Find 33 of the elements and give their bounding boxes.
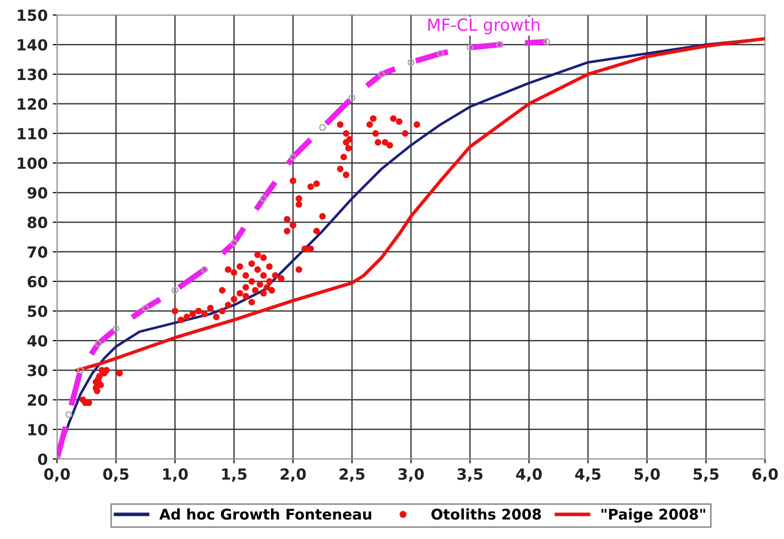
x-tick-label: 5,0	[634, 468, 660, 482]
y-tick-label: 90	[28, 187, 48, 199]
x-tick-label: 1,0	[163, 468, 188, 482]
y-tick-label: 10	[28, 424, 48, 436]
y-tick-label: 20	[28, 394, 48, 406]
legend-label: Ad hoc Growth Fonteneau	[159, 508, 372, 520]
x-tick-label: 1,5	[222, 468, 246, 482]
x-tick-label: 5,5	[694, 468, 718, 482]
x-tick-label: 4,5	[575, 468, 600, 482]
x-tick-label: 6,0	[752, 468, 778, 482]
series-label: MF-CL growth	[428, 18, 540, 34]
x-tick-label: 0,0	[44, 468, 70, 482]
y-tick-label: 50	[28, 305, 48, 318]
x-tick-label: 4,0	[516, 468, 542, 482]
y-tick-label: 140	[18, 39, 48, 51]
y-tick-label: 110	[18, 128, 48, 140]
y-tick-label: 40	[27, 335, 48, 347]
y-tick-label: 70	[28, 246, 48, 258]
y-tick-label: 60	[28, 276, 48, 288]
y-tick-label: 30	[28, 364, 48, 376]
x-tick-label: 3,5	[457, 468, 482, 482]
y-tick-label: 130	[18, 68, 48, 80]
y-tick-label: 0	[38, 453, 48, 466]
x-tick-label: 2,0	[280, 468, 306, 482]
y-tick-label: 150	[18, 9, 48, 22]
y-tick-label: 100	[18, 157, 48, 170]
legend-label: Otoliths 2008	[431, 508, 541, 520]
legend-label: "Paige 2008"	[602, 508, 706, 523]
x-tick-label: 2,5	[340, 468, 364, 482]
x-tick-label: 3,0	[398, 468, 424, 482]
y-tick-label: 120	[18, 98, 48, 110]
x-tick-label: 0,5	[103, 468, 128, 482]
y-tick-label: 80	[28, 216, 48, 228]
